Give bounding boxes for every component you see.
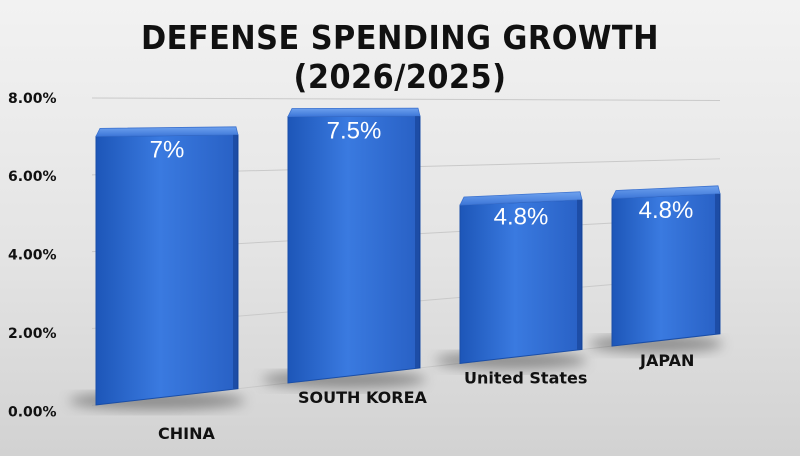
bar-top-cap	[611, 185, 721, 199]
bar-side	[415, 116, 420, 368]
y-tick-label: 8.00%	[8, 91, 57, 107]
data-label: 7%	[150, 137, 185, 164]
bar-side	[715, 193, 720, 334]
category-label: United States	[464, 368, 587, 387]
y-tick-label: 2.00%	[8, 326, 57, 342]
category-label: CHINA	[158, 424, 215, 443]
bar	[287, 115, 421, 384]
data-label: 4.8%	[639, 197, 694, 224]
chart-title: DEFENSE SPENDING GROWTH (2026/2025)	[141, 18, 659, 96]
bar-side	[577, 199, 582, 350]
bar-top-cap	[459, 191, 583, 206]
category-label: JAPAN	[639, 351, 694, 370]
bar-top-cap	[95, 126, 239, 137]
data-label: 7.5%	[327, 117, 382, 144]
y-tick-label: 0.00%	[8, 404, 57, 420]
y-tick-label: 4.00%	[8, 248, 57, 264]
gridline	[91, 97, 721, 101]
bar-side	[233, 134, 238, 389]
category-label: SOUTH KOREA	[298, 388, 428, 407]
y-tick-label: 6.00%	[8, 169, 57, 185]
data-label: 4.8%	[494, 203, 549, 230]
bar	[95, 134, 239, 406]
bar-top-cap	[287, 107, 421, 117]
